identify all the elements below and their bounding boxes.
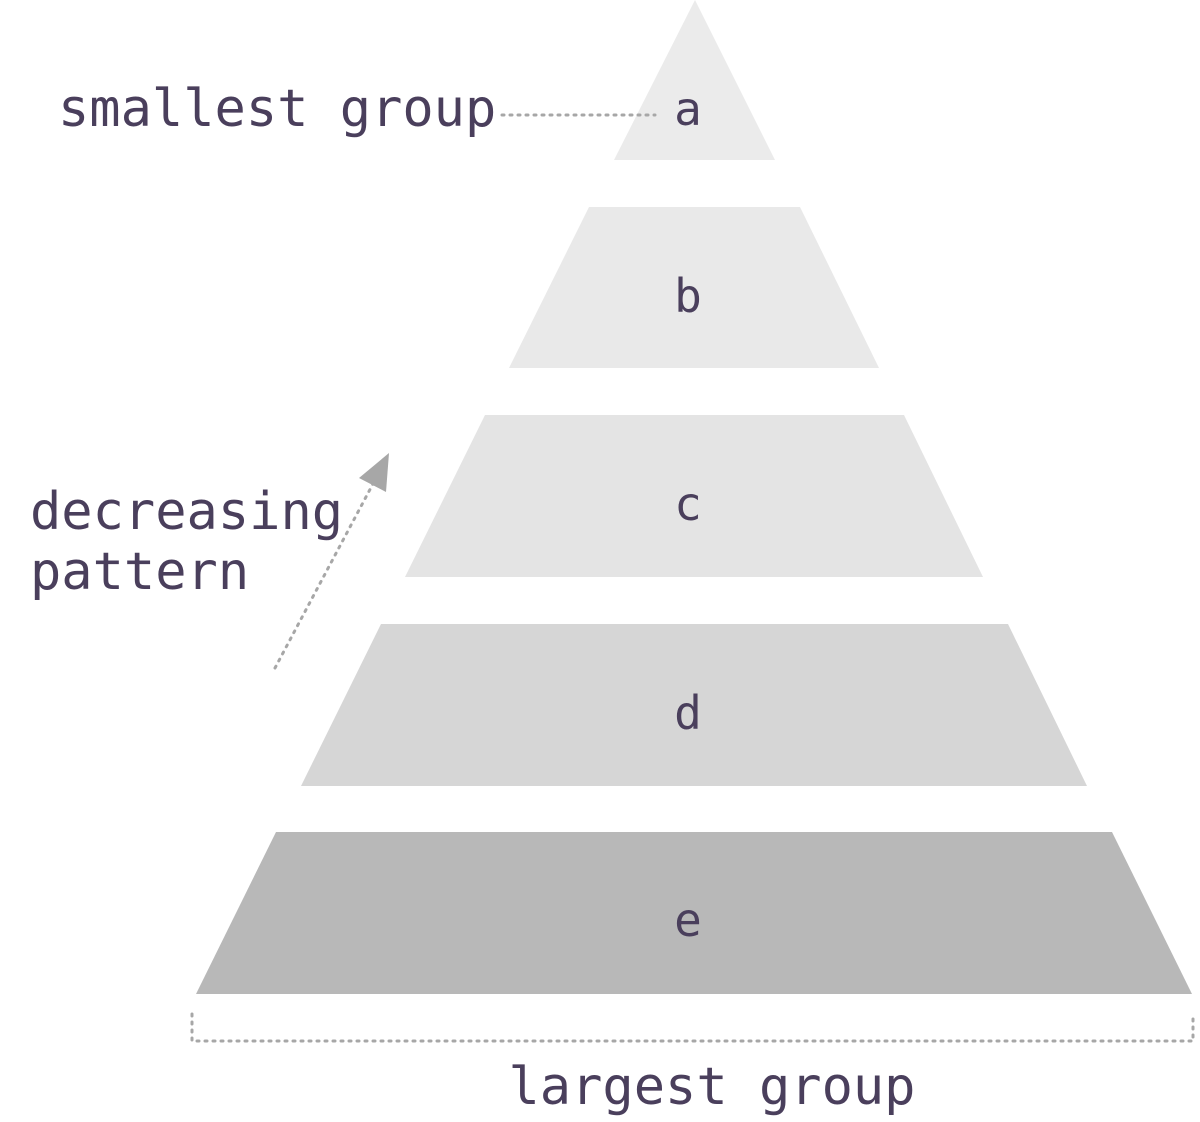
tier-d-shape bbox=[301, 624, 1087, 786]
tier-a-shape bbox=[614, 0, 775, 160]
tier-b-label: b bbox=[674, 269, 702, 323]
decreasing-pattern-line2: pattern bbox=[30, 542, 249, 602]
tier-c-shape bbox=[405, 415, 983, 577]
tier-a-label: a bbox=[674, 82, 702, 136]
largest-group-label: largest group bbox=[509, 1057, 916, 1117]
tier-e-shape bbox=[196, 832, 1192, 994]
smallest-group-label: smallest group bbox=[58, 79, 496, 139]
tier-b-shape bbox=[509, 207, 879, 368]
decreasing-arrow-shaft bbox=[273, 478, 377, 670]
decreasing-pattern-line1: decreasing bbox=[30, 482, 343, 542]
tier-e-label: e bbox=[674, 893, 702, 947]
decreasing-pattern-label: decreasing pattern bbox=[30, 482, 374, 602]
tier-c-label: c bbox=[674, 477, 702, 531]
decreasing-arrow-head bbox=[359, 453, 389, 492]
tier-d-label: d bbox=[674, 686, 702, 740]
largest-group-bracket bbox=[190, 1012, 1195, 1043]
